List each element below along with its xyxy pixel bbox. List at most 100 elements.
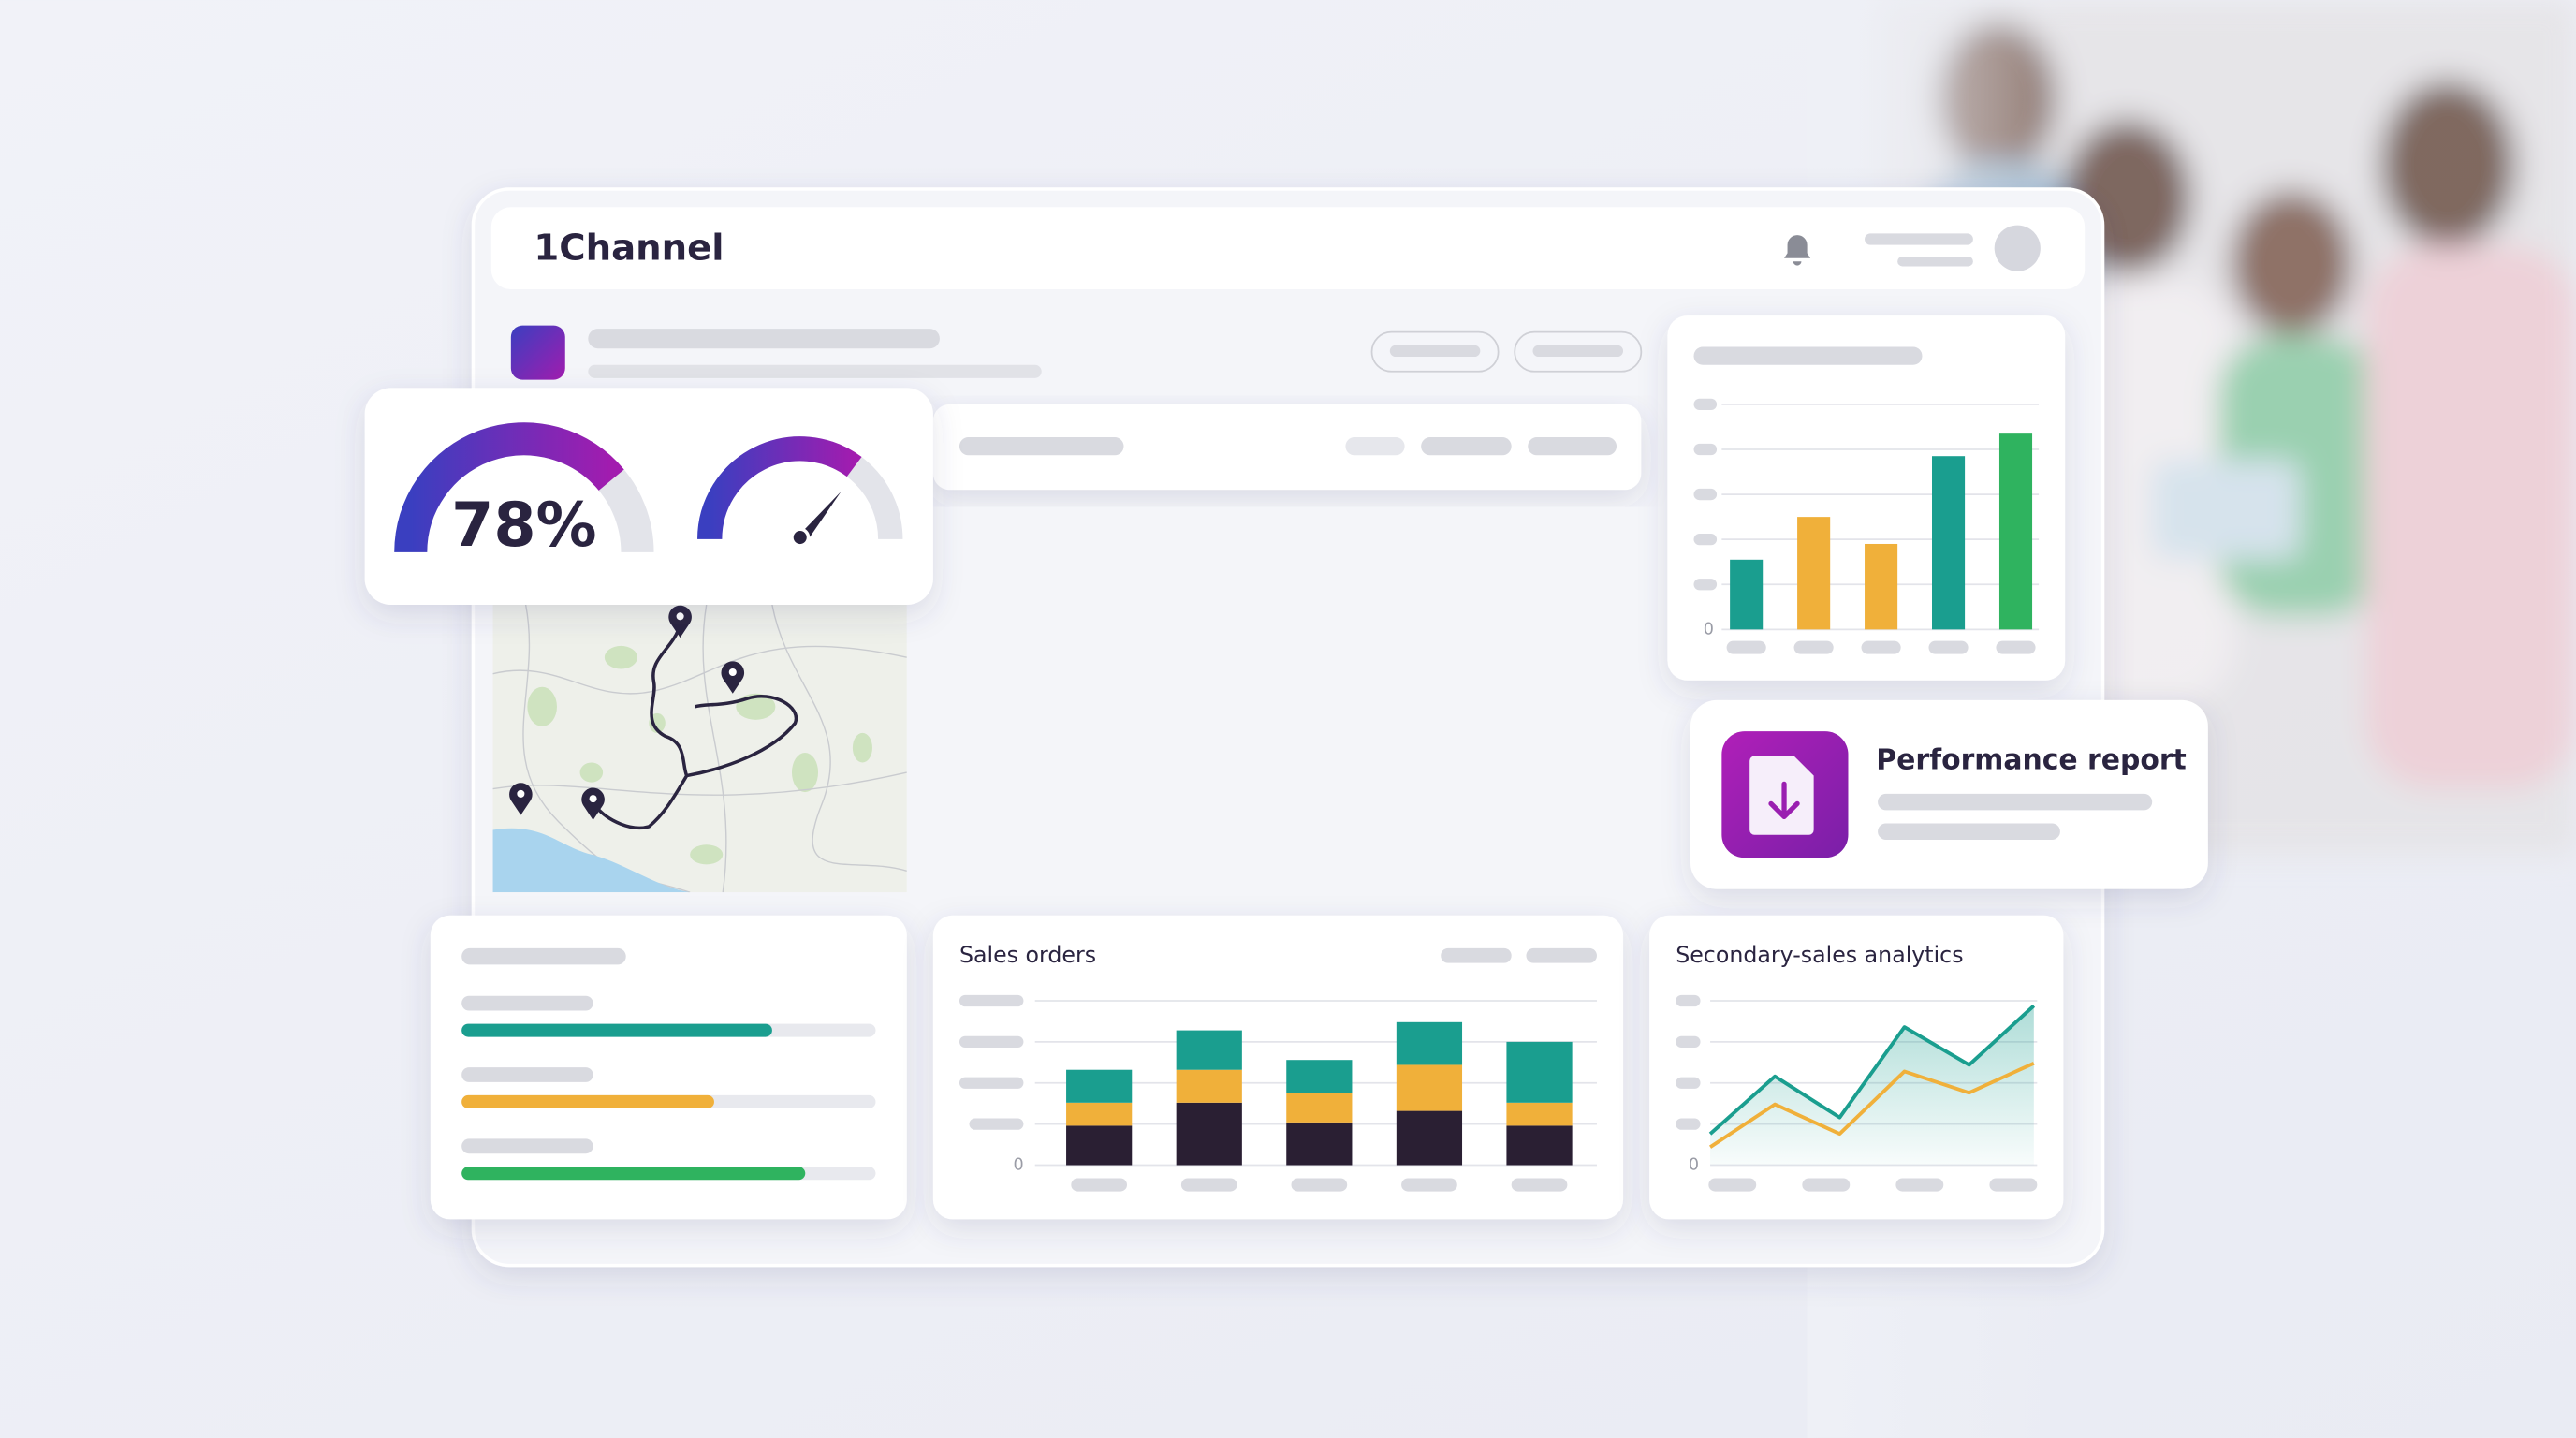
notification-bell[interactable] xyxy=(1784,235,1811,266)
download-arrow xyxy=(1768,781,1800,820)
bar-chart-card xyxy=(1667,315,2066,681)
placeholder xyxy=(1180,1178,1237,1192)
avatar[interactable] xyxy=(1994,225,2041,271)
gauge-arc xyxy=(394,422,624,553)
bar-segment xyxy=(1396,1110,1463,1166)
y-tick-label: 0 xyxy=(1704,620,1714,638)
top-bar xyxy=(490,207,2086,290)
decoration xyxy=(579,762,604,783)
report-line-placeholder xyxy=(1878,823,2060,840)
bar-segment xyxy=(1066,1102,1133,1126)
bar-segment xyxy=(1286,1122,1353,1166)
toolbar-placeholder xyxy=(1528,437,1617,456)
map-route xyxy=(593,624,798,829)
placeholder xyxy=(1802,1178,1851,1192)
decoration xyxy=(852,732,872,763)
card-title: Secondary-sales analytics xyxy=(1676,942,1963,968)
decoration xyxy=(509,783,533,815)
bar xyxy=(1730,559,1764,630)
bar-segment xyxy=(1506,1041,1573,1103)
placeholder xyxy=(1693,398,1718,411)
button-label-placeholder xyxy=(1532,345,1624,357)
map-water xyxy=(492,828,691,893)
decoration xyxy=(527,686,557,726)
placeholder xyxy=(1071,1178,1127,1192)
bar-segment xyxy=(1286,1060,1353,1093)
user-role-placeholder xyxy=(1897,256,1973,267)
decoration xyxy=(721,661,745,694)
decoration xyxy=(581,787,605,820)
placeholder xyxy=(1676,994,1701,1007)
toolbar-placeholder xyxy=(1345,437,1405,456)
brand-logo: 1Channel xyxy=(534,227,724,269)
map xyxy=(492,605,907,893)
progress-fill xyxy=(461,1094,714,1108)
page-subtitle-placeholder xyxy=(588,364,1042,378)
map-pin-holes xyxy=(517,612,737,803)
bar-segment xyxy=(1176,1069,1242,1103)
chart-title-placeholder xyxy=(1693,346,1923,365)
speed-gauge-hub xyxy=(790,527,811,548)
placeholder xyxy=(461,1138,593,1154)
page-title-placeholder xyxy=(588,329,940,349)
decoration xyxy=(791,752,819,793)
placeholder xyxy=(1989,1178,2038,1192)
bar-segment xyxy=(1176,1030,1242,1070)
decoration xyxy=(517,789,525,798)
speed-gauge-arc xyxy=(697,436,862,540)
gauge-card xyxy=(364,388,933,606)
report-line-placeholder xyxy=(1878,793,2153,811)
bar xyxy=(1865,543,1898,630)
placeholder xyxy=(1676,1118,1701,1130)
placeholder xyxy=(1693,488,1718,501)
decoration xyxy=(668,605,692,638)
decoration xyxy=(771,605,907,873)
placeholder xyxy=(1291,1178,1348,1192)
line-series xyxy=(1708,1061,2035,1149)
progress-fill xyxy=(461,1023,772,1037)
decoration xyxy=(604,645,637,669)
decoration xyxy=(690,844,724,865)
kpi-gauge xyxy=(394,422,654,553)
page-icon xyxy=(510,325,565,380)
decoration xyxy=(492,645,907,695)
placeholder xyxy=(461,995,593,1011)
placeholder xyxy=(1793,640,1834,654)
toolbar-placeholder xyxy=(959,437,1124,456)
placeholder xyxy=(1708,1178,1757,1192)
card-title-placeholder xyxy=(461,947,626,965)
placeholder xyxy=(1676,1035,1701,1049)
bar-chart: 0 xyxy=(1693,398,2040,654)
gauge-value-label: 78% xyxy=(451,491,596,561)
placeholder xyxy=(1693,443,1718,456)
placeholder xyxy=(969,1118,1024,1130)
placeholder xyxy=(1676,1077,1701,1089)
y-tick-label: 0 xyxy=(1689,1156,1699,1175)
bar-segment xyxy=(1396,1064,1463,1111)
placeholder xyxy=(461,1067,593,1082)
decoration xyxy=(702,605,727,893)
card-title: Sales orders xyxy=(959,942,1096,968)
bar-segment xyxy=(1176,1102,1242,1166)
progress-fill xyxy=(461,1167,806,1181)
bar-segment xyxy=(1066,1069,1133,1103)
button-label-placeholder xyxy=(1389,345,1481,357)
report-title: Performance report xyxy=(1876,743,2186,776)
bar xyxy=(1932,456,1966,630)
map-pins xyxy=(509,605,745,820)
legend-placeholder xyxy=(1441,947,1512,963)
bar-segment xyxy=(1286,1093,1353,1123)
placeholder xyxy=(1401,1178,1457,1192)
progress-bars xyxy=(461,995,876,1181)
placeholder xyxy=(1511,1178,1568,1192)
placeholder xyxy=(1693,579,1718,591)
bar xyxy=(1998,433,2033,630)
stacked-bar-chart: 0 xyxy=(959,994,1597,1192)
decoration xyxy=(676,612,684,621)
placeholder xyxy=(1895,1178,1944,1192)
line-chart: 0 xyxy=(1676,994,2038,1192)
y-tick-label: 0 xyxy=(1014,1156,1024,1175)
placeholder xyxy=(1693,534,1718,546)
